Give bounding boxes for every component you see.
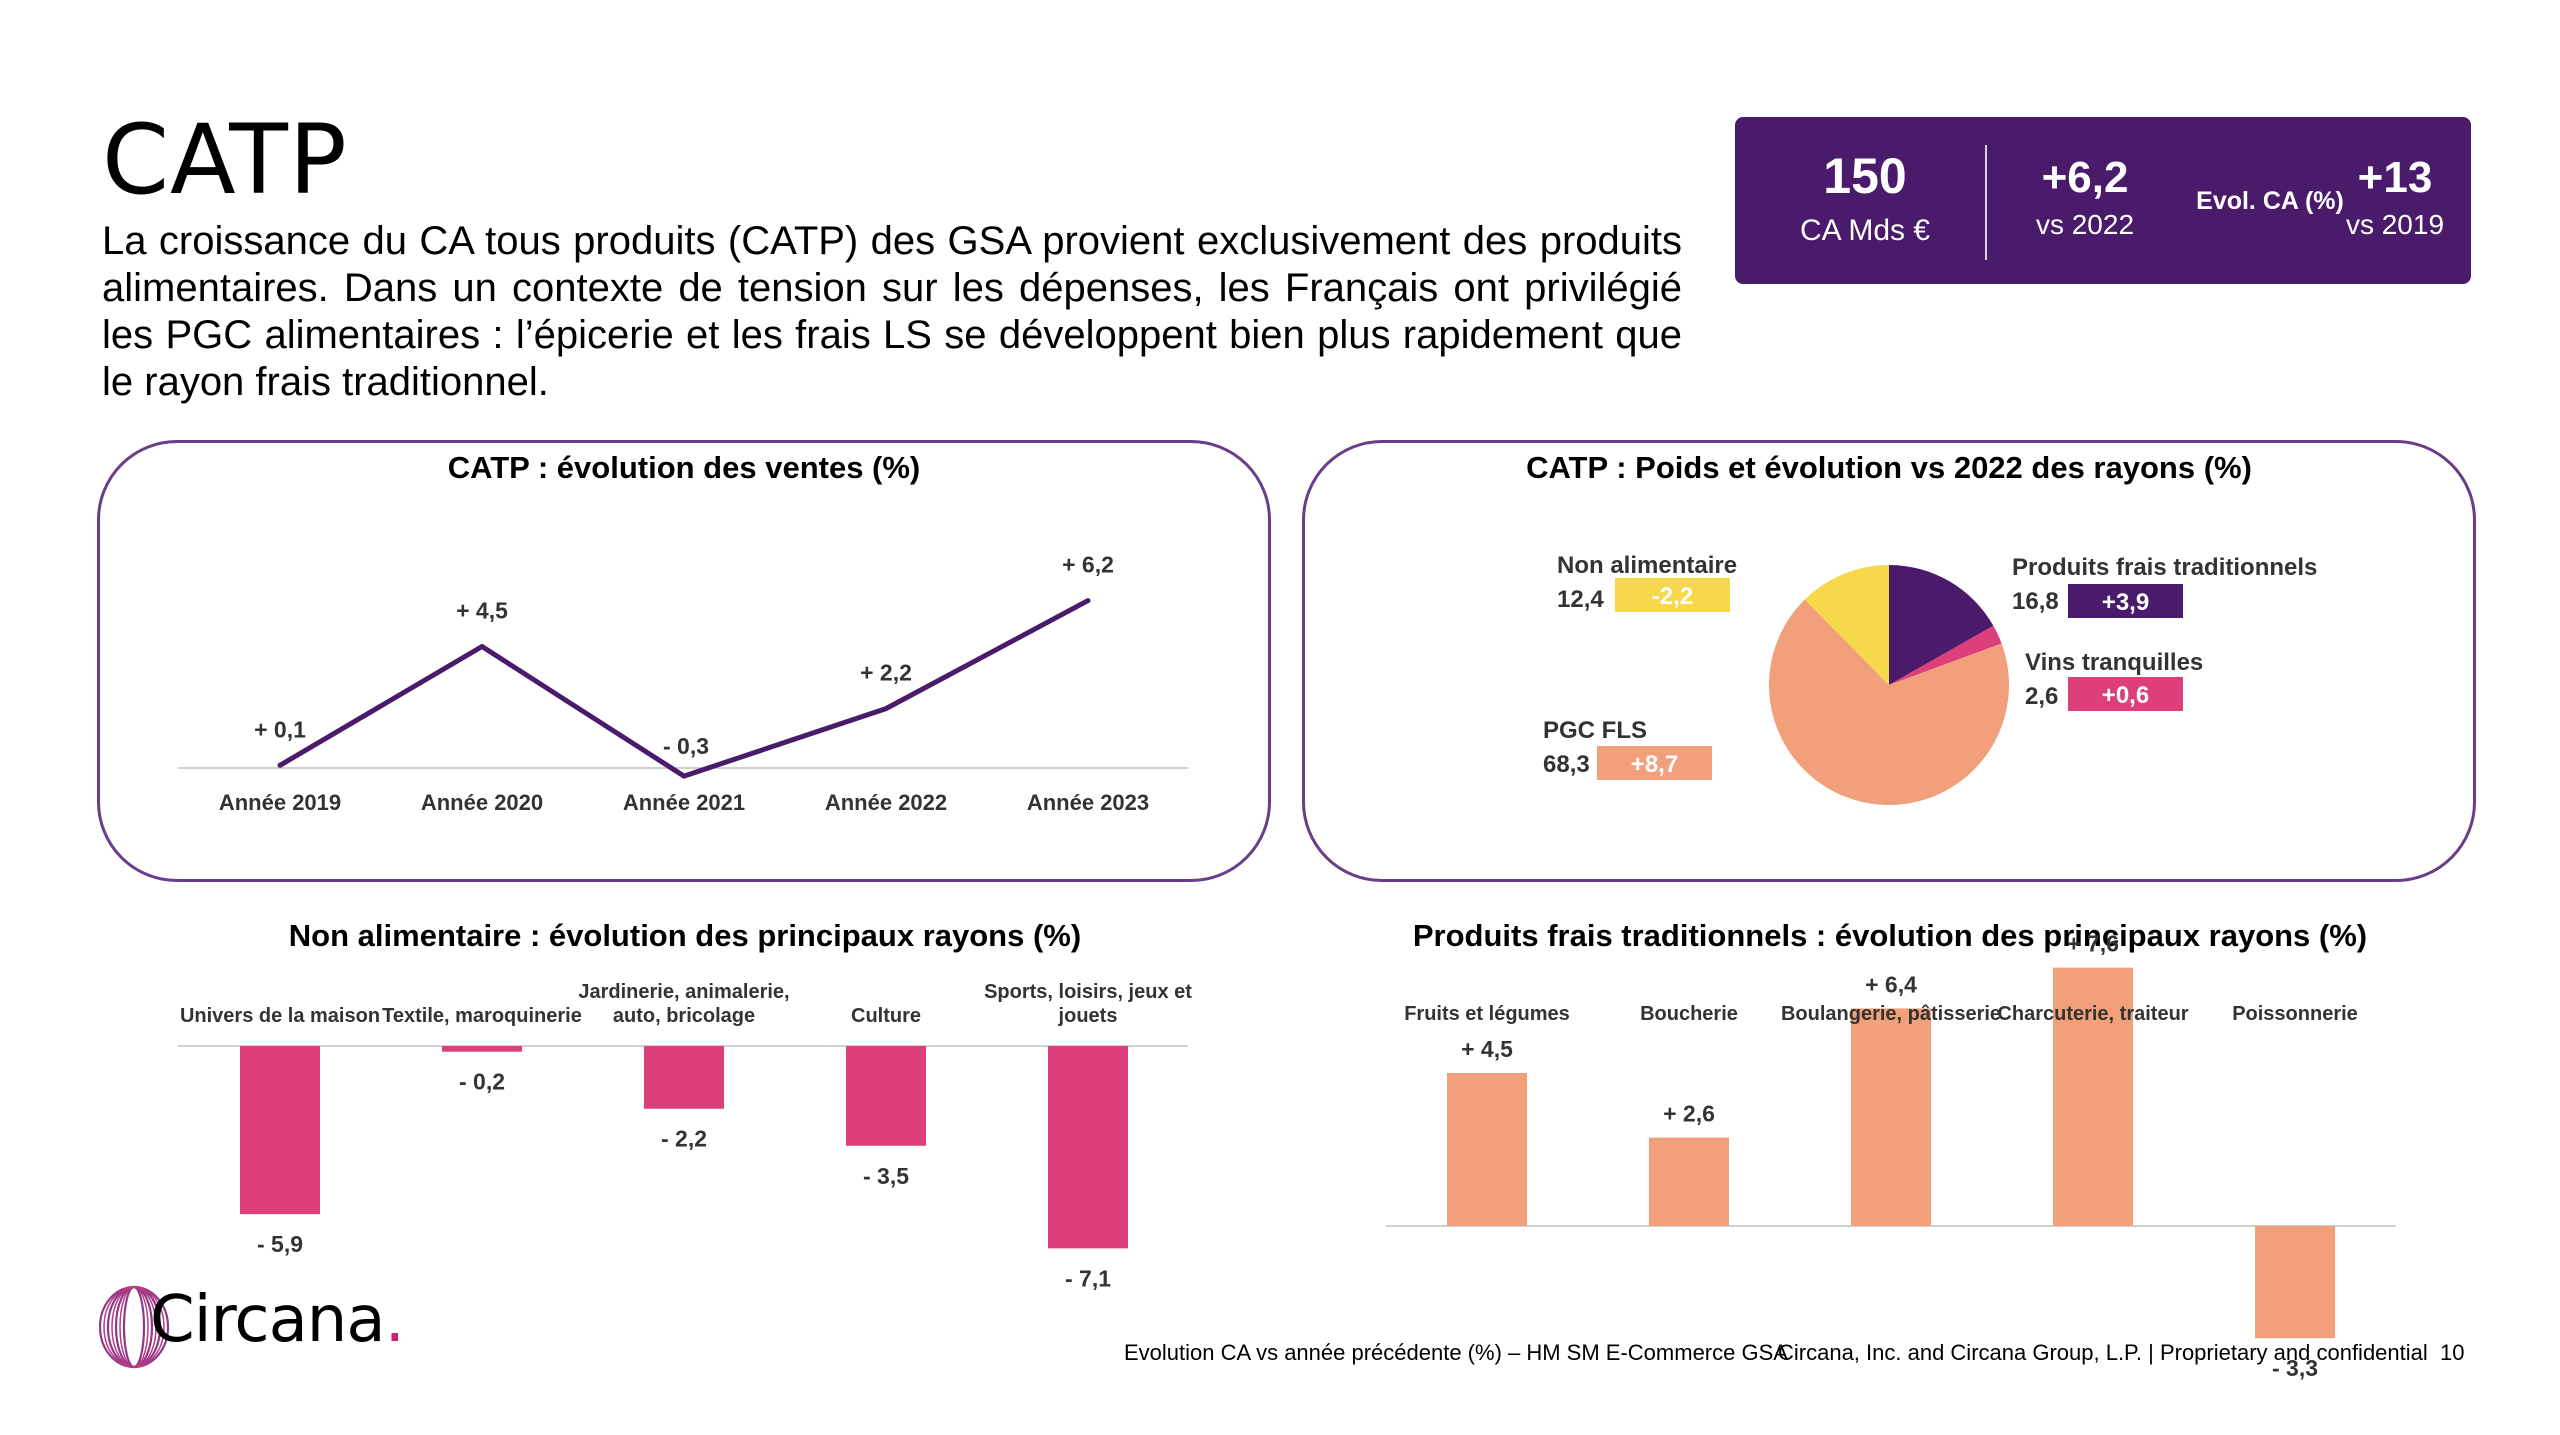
bar [2255,1226,2335,1339]
pie-slice-value: 16,8 [2012,588,2059,615]
line-data-label: + 0,1 [254,716,306,742]
line-point [883,706,889,712]
page-title: CATP [102,104,348,216]
bar [1649,1137,1729,1226]
line-point [277,762,283,768]
bar-data-label: - 3,5 [863,1163,909,1189]
intro-paragraph: La croissance du CA tous produits (CATP)… [102,219,1682,404]
bar-category-label: Charcuterie, traiteur [1997,1003,2188,1025]
pie-slice [1889,625,2002,685]
circana-logo: Circana. [150,1288,405,1352]
pie-chart-title: CATP : Poids et évolution vs 2022 des ra… [1526,450,2252,485]
bar-data-label: - 2,2 [661,1126,707,1152]
kpi-box: 150 CA Mds € +6,2 vs 2022 Evol. CA (%) +… [1735,117,2471,284]
kpi-evol-2022-value: +6,2 [2041,153,2129,202]
pie-slice-value: 2,6 [2025,683,2058,710]
pie-slice-name: Produits frais traditionnels [2012,554,2317,581]
kpi-separator [1985,145,1987,260]
bar-data-label: - 5,9 [257,1231,303,1257]
circana-logo-icon [98,1285,170,1369]
nonalim-chart-title: Non alimentaire : évolution des principa… [288,918,1082,953]
bar-data-label: - 3,3 [2272,1355,2318,1381]
line-x-tick-label: Année 2019 [219,790,341,815]
line-x-tick-label: Année 2023 [1027,790,1149,815]
line-chart-title: CATP : évolution des ventes (%) [447,450,921,485]
pie-evol-badge [2068,677,2183,711]
bar [1851,1008,1931,1226]
kpi-evol-2022-label: vs 2022 [2035,209,2135,240]
line-point [479,644,485,649]
line-data-label: - 0,3 [663,733,709,759]
bar-data-label: + 7,6 [2067,931,2119,957]
pie-slice [1769,599,2009,805]
logo-text: Circana [150,1283,386,1357]
line-x-tick-label: Année 2020 [421,790,543,815]
bar-category-label: Fruits et légumes [1404,1003,1570,1025]
line-data-label: + 6,2 [1062,552,1114,578]
pie-slice [1804,565,1889,685]
bar-data-label: - 0,2 [459,1069,505,1095]
bar-category-label: Sports, loisirs, jeux et jouets [984,981,1192,1027]
bar-data-label: + 6,4 [1865,971,1917,997]
bar-category-label: Poissonnerie [2232,1003,2358,1025]
bar-category-label: Culture [851,1005,921,1027]
bar-category-label: Textile, maroquinerie [382,1005,582,1027]
bar [644,1046,724,1109]
footer-page: 10 [2440,1340,2465,1365]
kpi-evol-label: Evol. CA (%) [2196,187,2344,215]
pie-evol-badge [2068,584,2183,618]
pie-slice-value: 68,3 [1543,751,1590,778]
bar [240,1046,320,1215]
pie-evol-label: +0,6 [2102,682,2149,709]
footer-legal: Circana, Inc. and Circana Group, L.P. | … [1778,1340,2428,1365]
bar-data-label: - 7,1 [1065,1265,1111,1291]
logo-dot: . [384,1283,405,1357]
pie-evol-badge [1615,578,1730,612]
pie-slice-name: Non alimentaire [1557,552,1737,579]
bar [1048,1046,1128,1249]
bar [2053,967,2133,1226]
pie-evol-label: +8,7 [1631,751,1678,778]
bar [1447,1073,1527,1226]
kpi-evol-2019-value: +13 [2357,153,2433,202]
bar-data-label: + 4,5 [1461,1036,1513,1062]
footer-source: Evolution CA vs année précédente (%) – H… [1124,1340,1788,1365]
bar-data-label: + 2,6 [1663,1101,1715,1127]
bar-category-label: Jardinerie, animalerie, auto, bricolage [578,981,789,1027]
line-x-tick-label: Année 2021 [623,790,745,815]
pie-evol-label: -2,2 [1652,583,1693,610]
kpi-ca-label: CA Mds € [1799,214,1931,247]
pie-slice-name: Vins tranquilles [2025,649,2203,676]
line-chart-panel [97,440,1271,882]
line-x-tick-label: Année 2022 [825,790,947,815]
pie-evol-badge [1597,746,1712,780]
line-data-label: + 2,2 [860,660,912,686]
bar-category-label: Boucherie [1640,1003,1738,1025]
frais-chart-title: Produits frais traditionnels : évolution… [1412,918,2368,953]
bar [442,1046,522,1052]
line-point [1085,598,1091,604]
pie-slice-name: PGC FLS [1543,717,1647,744]
bar-category-label: Univers de la maison [180,1005,380,1027]
pie-evol-label: +3,9 [2102,589,2149,616]
line-point [681,773,687,779]
kpi-ca-value: 150 [1823,148,1907,204]
line-data-label: + 4,5 [456,598,508,624]
bar [846,1046,926,1146]
pie-slice-value: 12,4 [1557,586,1604,613]
pie-slice [1889,565,1994,685]
pie-chart-panel [1302,440,2476,882]
kpi-evol-2019-label: vs 2019 [2345,209,2445,240]
bar-category-label: Boulangerie, pâtisserie [1781,1003,2001,1025]
